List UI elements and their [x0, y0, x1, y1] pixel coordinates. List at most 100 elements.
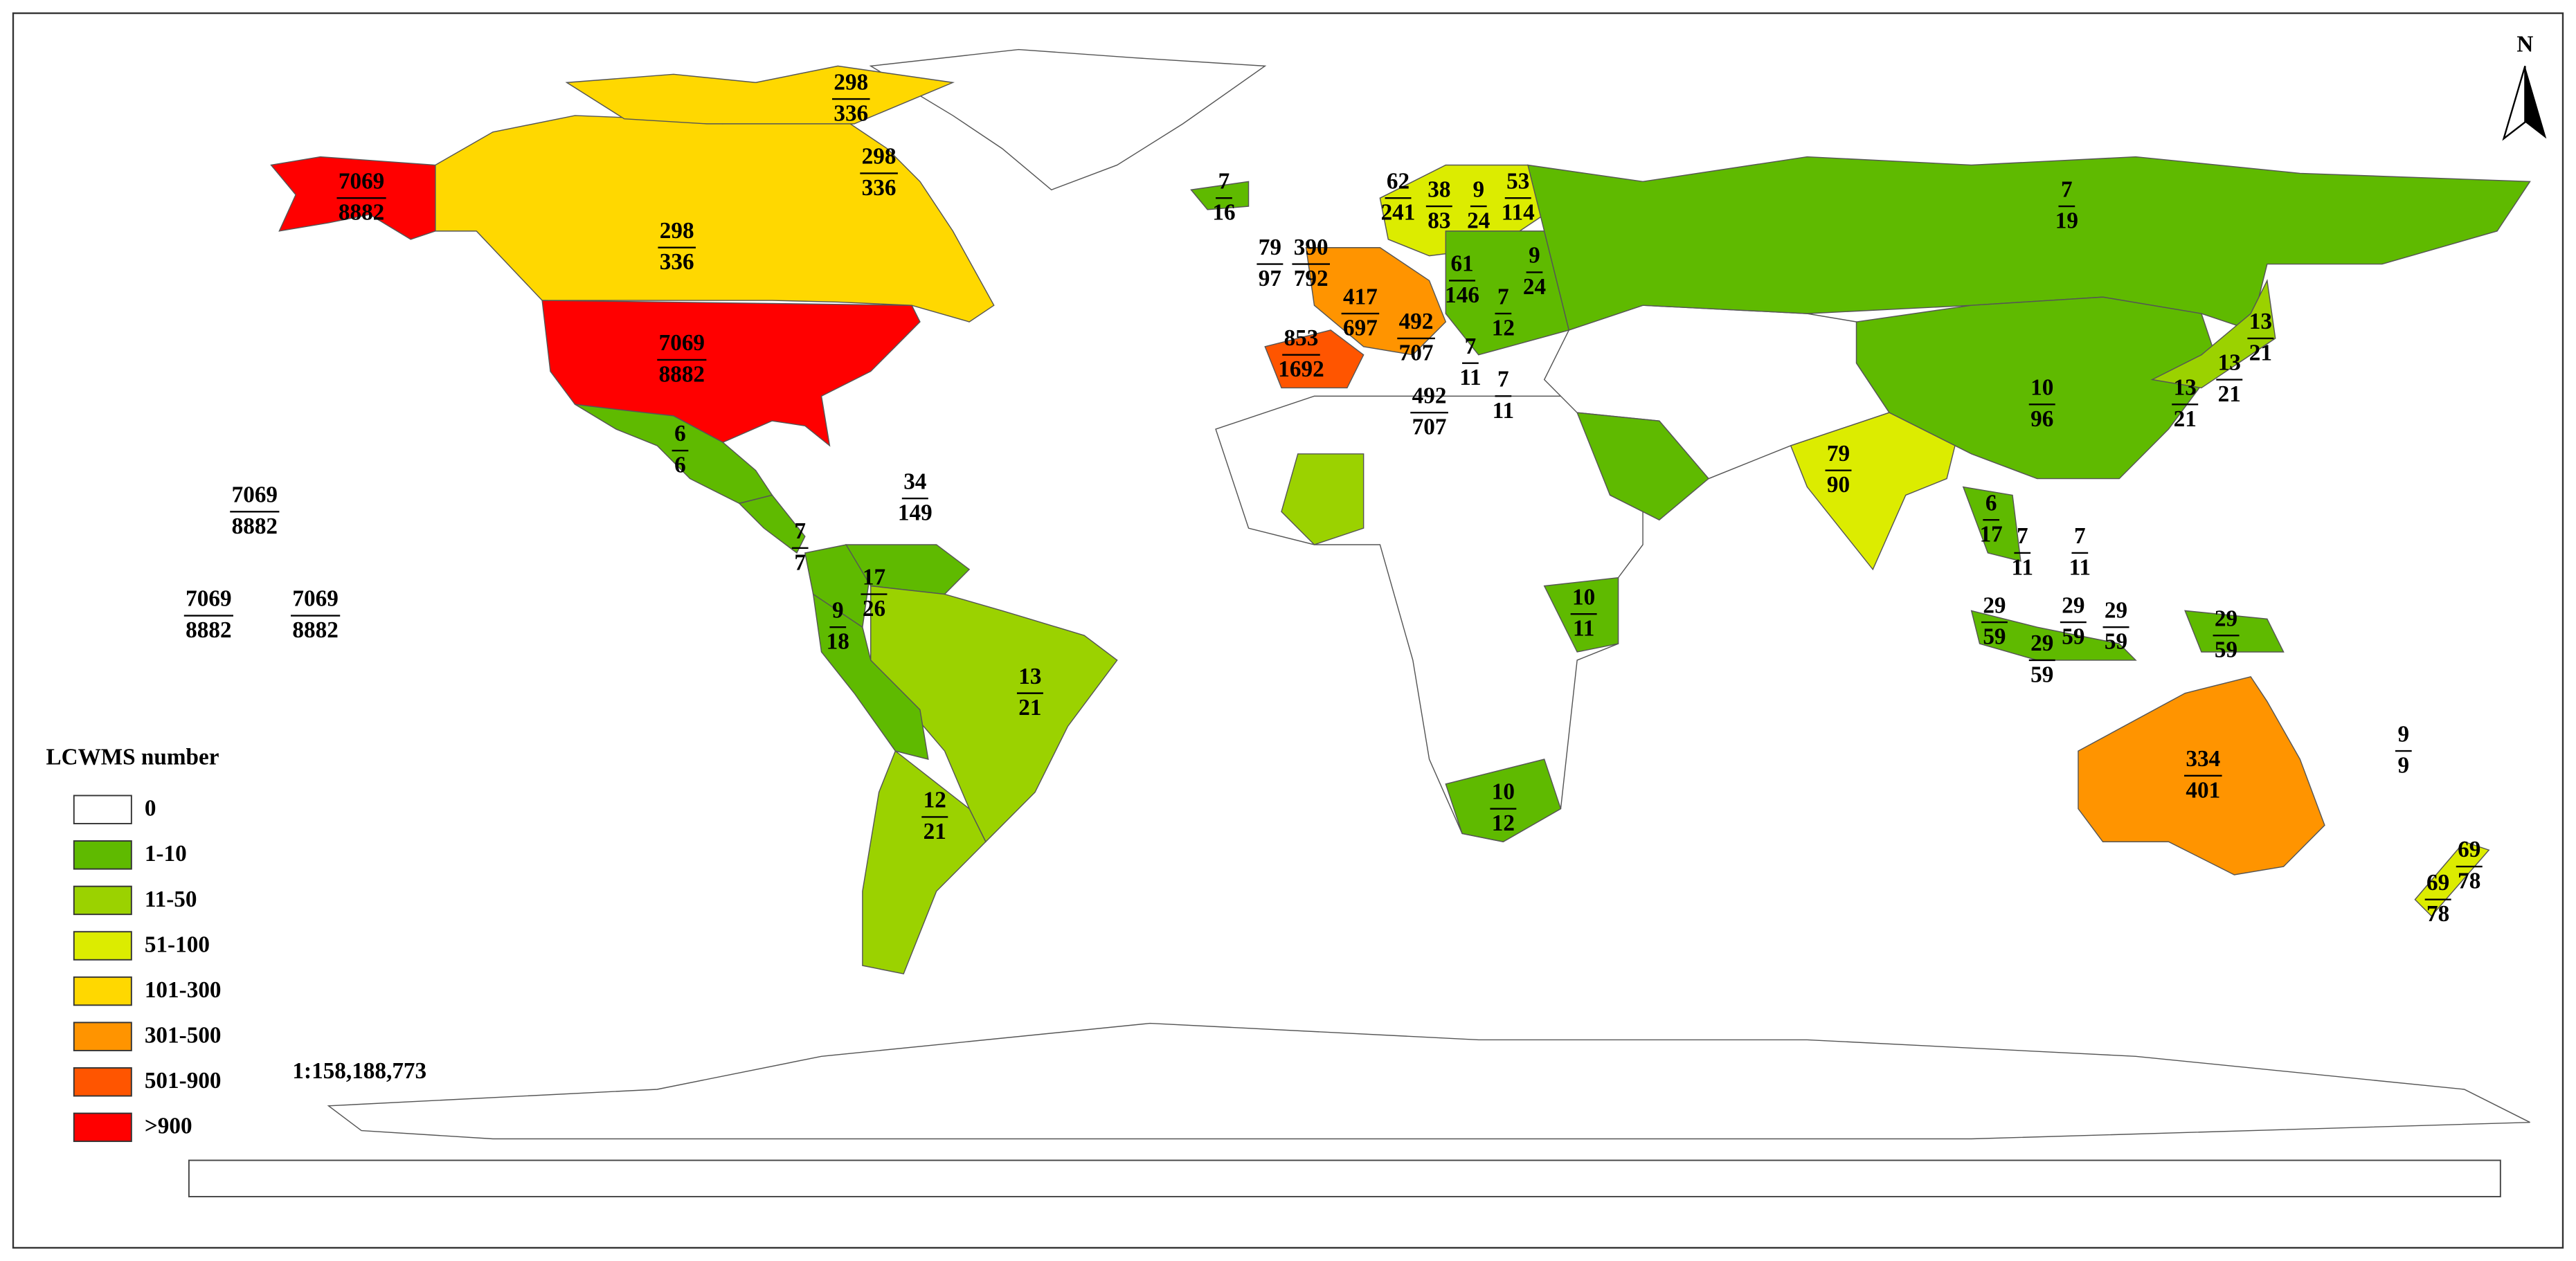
label-denominator: 26 [863, 596, 885, 622]
label-numerator: 492 [1399, 309, 1434, 334]
label-numerator: 38 [1427, 176, 1450, 202]
country [2184, 610, 2285, 653]
label-numerator: 29 [2062, 592, 2084, 618]
label-numerator: 7069 [232, 482, 278, 507]
region-label: 7069 8882 [336, 168, 386, 226]
label-numerator: 9 [832, 597, 844, 623]
region-label: 719 [2055, 176, 2078, 233]
label-denominator: 59 [1983, 624, 2006, 650]
label-numerator: 10 [2030, 374, 2053, 400]
legend-swatch [73, 840, 132, 870]
label-denominator: 18 [827, 629, 849, 655]
country [1970, 610, 2137, 661]
region-label: 711 [1493, 366, 1514, 423]
legend-label: 101-300 [145, 977, 222, 1003]
label-denominator: 8882 [186, 617, 231, 643]
label-numerator: 298 [862, 144, 897, 170]
label-denominator: 9 [2398, 753, 2410, 779]
legend-label: 51-100 [145, 932, 210, 957]
region-label: 7069 8882 [657, 330, 707, 387]
label-numerator: 7 [1465, 334, 1477, 359]
label-denominator: 83 [1427, 208, 1450, 234]
legend-label: 0 [145, 796, 156, 822]
label-numerator: 7069 [292, 586, 338, 612]
label-numerator: 61 [1450, 251, 1473, 277]
label-numerator: 79 [1259, 235, 1281, 260]
label-numerator: 9 [1529, 243, 1540, 269]
label-denominator: 59 [2062, 624, 2084, 650]
label-numerator: 7 [1497, 366, 1509, 392]
legend-swatch [73, 931, 132, 961]
label-denominator: 11 [1459, 365, 1481, 390]
label-numerator: 12 [924, 788, 946, 813]
legend-swatch [73, 976, 132, 1006]
label-numerator: 10 [1572, 584, 1595, 610]
label-denominator: 8882 [659, 361, 705, 387]
label-numerator: 29 [2105, 597, 2127, 623]
country [327, 1022, 2530, 1140]
label-numerator: 298 [834, 69, 868, 95]
label-denominator: 697 [1343, 316, 1378, 341]
label-denominator: 336 [862, 175, 897, 201]
label-denominator: 97 [1259, 266, 1281, 291]
country [1445, 759, 1562, 843]
label-numerator: 79 [1827, 441, 1850, 466]
label-numerator: 7 [794, 518, 806, 544]
country [869, 48, 1267, 191]
label-denominator: 21 [1018, 695, 1041, 720]
label-denominator: 6 [674, 452, 686, 478]
label-denominator: 336 [660, 249, 694, 275]
region-labels: 7069888229833629833629833670698882706988… [183, 69, 2483, 927]
region-label: 924 [1467, 176, 1490, 233]
region-label: 7069 8882 [291, 586, 341, 643]
label-numerator: 7 [2017, 523, 2028, 549]
label-numerator: 6 [674, 421, 686, 446]
legend: 0 1-10 11-50 51-100 101-300 301-500 501-900 >90… [73, 795, 222, 1143]
label-denominator: 24 [1523, 274, 1547, 300]
country [1855, 296, 2219, 480]
label-numerator: 7 [1497, 284, 1509, 309]
region-label: 711 [2069, 523, 2091, 580]
country [812, 593, 929, 760]
label-denominator: 59 [2105, 629, 2127, 655]
label-denominator: 11 [2069, 554, 2091, 580]
label-numerator: 69 [2426, 870, 2449, 896]
label-denominator: 17 [1980, 522, 2003, 547]
label-numerator: 34 [903, 469, 927, 494]
label-numerator: 298 [660, 218, 694, 244]
legend-swatch [73, 885, 132, 916]
label-denominator: 59 [2030, 662, 2053, 687]
label-denominator: 8882 [232, 514, 278, 539]
label-denominator: 792 [1294, 266, 1328, 291]
country [2414, 841, 2490, 917]
label-denominator: 114 [1502, 200, 1535, 226]
label-denominator: 21 [924, 819, 946, 844]
label-numerator: 9 [2398, 721, 2410, 747]
label-denominator: 146 [1445, 282, 1479, 308]
label-denominator: 707 [1412, 415, 1447, 440]
label-denominator: 241 [1381, 200, 1416, 226]
country [1281, 453, 1364, 545]
label-numerator: 853 [1284, 325, 1319, 351]
label-numerator: 7 [2061, 176, 2073, 202]
label-denominator: 7 [794, 550, 806, 575]
